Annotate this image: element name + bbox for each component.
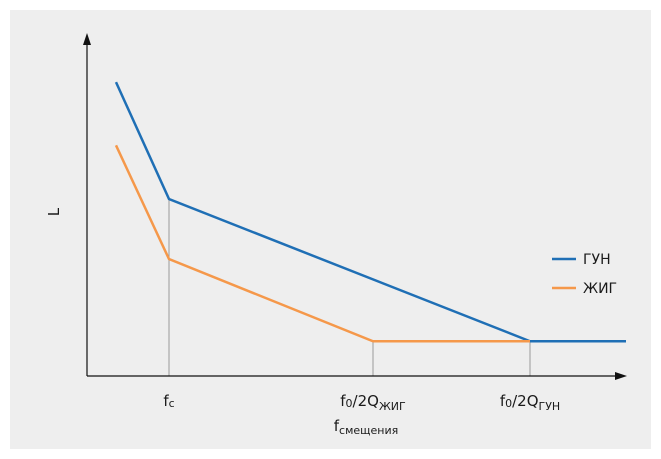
series-line-jig: [114, 144, 530, 343]
legend: ГУН ЖИГ: [552, 252, 617, 297]
x-tick-label: fc: [163, 392, 174, 410]
x-tick-label: f0/2QГУН: [500, 392, 560, 413]
x-axis-label: fсмещения: [334, 417, 398, 437]
x-axis-arrow: [615, 372, 627, 380]
series-line-gun: [114, 81, 626, 343]
y-axis-label: L: [45, 207, 63, 216]
guide-lines: [168, 199, 531, 376]
legend-label-jig: ЖИГ: [583, 281, 617, 297]
series-layer: [114, 81, 626, 343]
y-axis-arrow: [83, 33, 91, 45]
x-tick-label: f0/2QЖИГ: [340, 392, 406, 413]
axes: [83, 33, 627, 380]
labels: Lfc f0/2QЖИГ f0/2QГУН fсмещения: [45, 207, 560, 437]
legend-label-gun: ГУН: [583, 252, 611, 268]
